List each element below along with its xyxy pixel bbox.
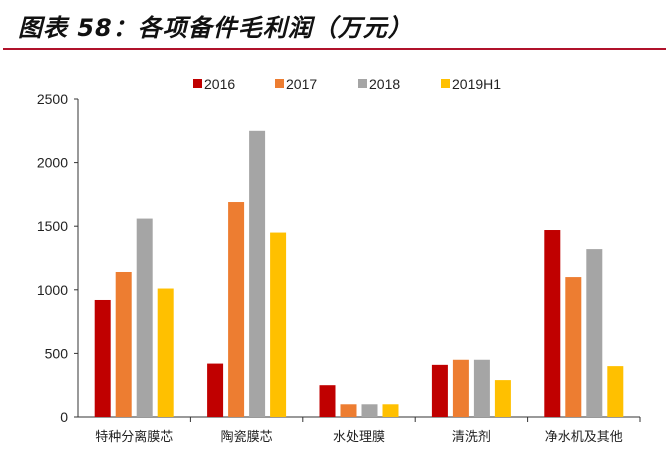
- legend-label-2016: 2016: [204, 76, 235, 92]
- bar-2019H1-1: [270, 232, 287, 417]
- bar-2016-1: [207, 363, 224, 417]
- bar-2016-4: [544, 230, 561, 417]
- legend-swatch-2018: [358, 79, 367, 88]
- y-tick-label: 0: [60, 409, 68, 425]
- chart-title: 图表 58：各项备件毛利润（万元）: [18, 14, 413, 42]
- bar-2018-1: [249, 130, 266, 418]
- y-tick-label: 500: [45, 345, 69, 361]
- legend-label-2019H1: 2019H1: [452, 76, 501, 92]
- y-tick-label: 1000: [37, 282, 68, 298]
- bar-2017-4: [565, 277, 582, 417]
- bar-2018-4: [586, 249, 603, 417]
- bar-2017-2: [340, 404, 357, 417]
- legend-label-2018: 2018: [369, 76, 400, 92]
- bar-2017-1: [228, 202, 245, 417]
- bar-2018-2: [361, 404, 378, 417]
- y-tick-label: 1500: [37, 218, 68, 234]
- x-tick-label: 清洗剂: [452, 430, 491, 445]
- bar-2017-3: [452, 359, 469, 417]
- x-tick-label: 特种分离膜芯: [95, 429, 173, 445]
- title-divider: [3, 48, 666, 50]
- bar-2019H1-0: [157, 288, 174, 417]
- bar-2019H1-4: [607, 366, 624, 417]
- legend-label-2017: 2017: [286, 76, 317, 92]
- y-tick-label: 2000: [37, 155, 68, 171]
- bar-2018-3: [473, 359, 490, 417]
- legend-swatch-2019H1: [441, 79, 450, 88]
- bar-2019H1-3: [494, 380, 511, 417]
- bar-2017-0: [115, 271, 132, 417]
- x-tick-label: 水处理膜: [333, 430, 385, 445]
- bar-2016-0: [94, 299, 111, 417]
- bar-2016-2: [319, 385, 336, 417]
- bar-2016-3: [431, 364, 448, 417]
- y-tick-label: 2500: [37, 91, 68, 107]
- x-tick-label: 陶瓷膜芯: [221, 429, 273, 445]
- legend-swatch-2017: [275, 79, 284, 88]
- bar-2018-0: [136, 218, 153, 417]
- legend-swatch-2016: [193, 79, 202, 88]
- x-tick-label: 净水机及其他: [545, 430, 623, 445]
- bar-2019H1-2: [382, 404, 399, 417]
